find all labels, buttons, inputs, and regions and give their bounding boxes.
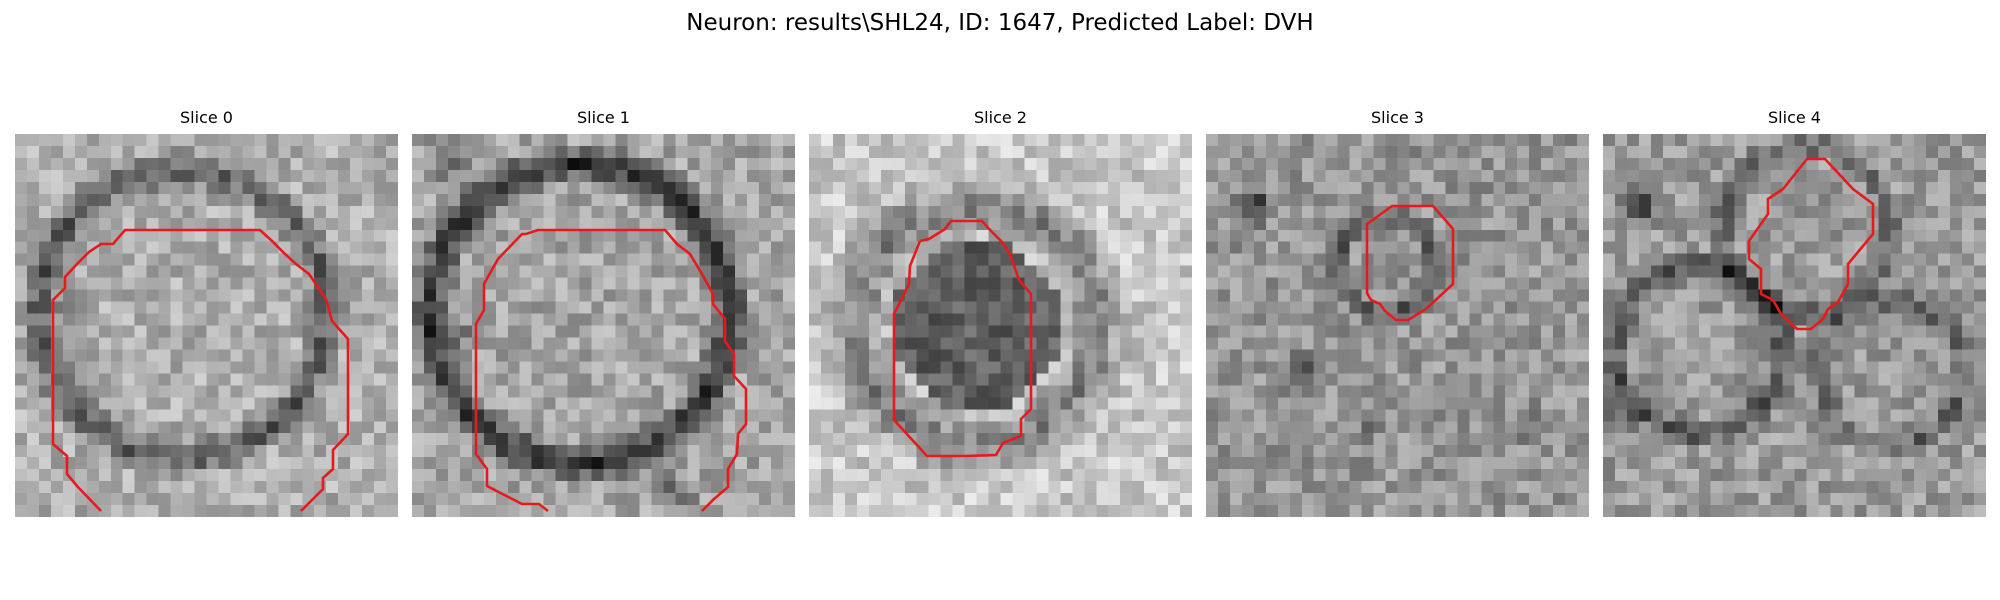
slice-3-image <box>1206 134 1589 517</box>
figure-title: Neuron: results\SHL24, ID: 1647, Predict… <box>686 10 1314 36</box>
slice-3-contour <box>1365 204 1455 322</box>
slice-1-panel <box>412 134 795 517</box>
slice-2-image <box>809 134 1192 517</box>
slice-0-panel <box>15 134 398 517</box>
slice-4-contour <box>1747 157 1875 331</box>
slice-0-contour-line <box>51 228 350 512</box>
slice-0-title: Slice 0 <box>180 108 233 127</box>
slice-3-title: Slice 3 <box>1371 108 1424 127</box>
slice-0-contour <box>51 228 350 512</box>
slice-4-panel <box>1603 134 1986 517</box>
slice-2-panel <box>809 134 1192 517</box>
slice-1-title: Slice 1 <box>577 108 630 127</box>
slice-2-contour <box>892 219 1033 458</box>
slice-2-contour-line <box>892 219 1033 458</box>
slice-3-contour-line <box>1365 204 1455 322</box>
slice-1-contour-line <box>474 228 748 513</box>
slice-4-contour-line <box>1747 157 1875 331</box>
slice-3-panel <box>1206 134 1589 517</box>
slice-2-title: Slice 2 <box>974 108 1027 127</box>
slice-1-contour <box>474 228 748 513</box>
slice-4-title: Slice 4 <box>1768 108 1821 127</box>
